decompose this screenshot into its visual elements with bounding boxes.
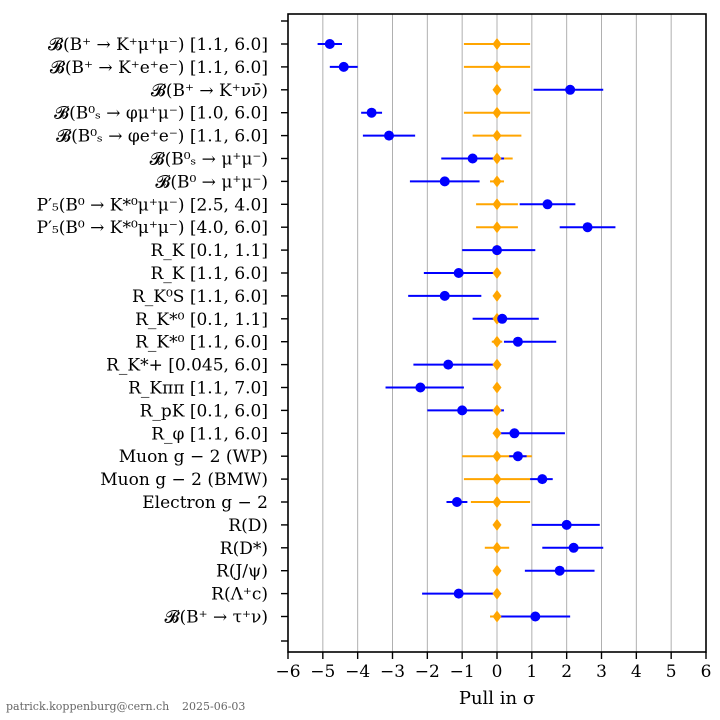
y-category-label: P′₅(B⁰ → K*⁰μ⁺μ⁻) [2.5, 4.0] [37, 195, 268, 215]
reference-point [492, 221, 502, 234]
footer-date: 2025-06-03 [182, 700, 245, 713]
x-tick-label: 4 [631, 662, 642, 682]
footer-author: patrick.koppenburg@cern.ch [6, 700, 169, 713]
axis-ticks [281, 20, 707, 659]
reference-point [492, 83, 502, 96]
x-tick-label: −4 [345, 662, 370, 682]
measurement-point [542, 199, 553, 210]
y-category-label: R(J/ψ) [216, 562, 268, 582]
y-category-label: 𝓑(B⁺ → K⁺νν̄) [151, 81, 268, 101]
measurement-point [512, 451, 523, 462]
x-tick-label: 3 [596, 662, 607, 682]
y-category-label: 𝓑(B⁰ → μ⁺μ⁻) [155, 172, 268, 192]
reference-point [492, 381, 502, 394]
y-category-label: R_K*⁰ [1.1, 6.0] [135, 333, 268, 353]
measurement-point [453, 588, 464, 599]
measurement-point [451, 497, 462, 507]
y-category-label: 𝓑(B⁺ → τ⁺ν) [165, 608, 269, 628]
error-bars [317, 43, 616, 618]
x-tick-label: −1 [450, 662, 475, 682]
reference-point [492, 106, 502, 119]
y-category-label: R_K [1.1, 6.0] [150, 264, 268, 284]
measurement-point [415, 382, 426, 393]
y-category-label: 𝓑(B⁺ → K⁺e⁺e⁻) [1.1, 6.0] [50, 58, 268, 78]
measurement-point [497, 313, 508, 324]
measurement-point [554, 565, 565, 576]
reference-point [492, 404, 502, 417]
y-category-label: R(Λ⁺c) [211, 585, 268, 605]
measurement-point [565, 84, 576, 95]
reference-point [492, 289, 502, 302]
data-points [324, 38, 593, 623]
y-category-label: R_φ [1.1, 6.0] [151, 424, 268, 444]
y-axis-labels: 𝓑(B⁺ → K⁺μ⁺μ⁻) [1.1, 6.0] 𝓑(B⁺ → K⁺e⁺e⁻) … [37, 35, 268, 628]
x-tick-label: −3 [380, 662, 405, 682]
reference-point [492, 610, 502, 623]
y-category-label: R_Kππ [1.1, 7.0] [128, 379, 268, 399]
measurement-point [561, 519, 572, 530]
y-category-label: R(D) [228, 516, 268, 536]
reference-point [492, 564, 502, 577]
measurement-point [568, 542, 579, 553]
reference-point [492, 473, 502, 486]
x-tick-label: −5 [310, 662, 335, 682]
x-tick-label: 5 [666, 662, 677, 682]
x-tick-label: 0 [492, 662, 503, 682]
measurement-point [338, 61, 349, 72]
measurement-point [366, 107, 377, 118]
measurement-point [509, 428, 520, 439]
reference-point [492, 358, 502, 371]
measurement-point [324, 39, 335, 49]
y-category-label: R_pK [0.1, 6.0] [140, 401, 268, 421]
y-category-label: R_K⁰S [1.1, 6.0] [132, 287, 268, 307]
measurement-point [530, 611, 541, 622]
y-category-label: Muon g − 2 (BMW) [100, 470, 268, 490]
y-category-label: 𝓑(B⁺ → K⁺μ⁺μ⁻) [1.1, 6.0] [48, 35, 268, 55]
reference-point [492, 60, 502, 73]
measurement-point [439, 290, 450, 301]
y-category-label: P′₅(B⁰ → K*⁰μ⁺μ⁻) [4.0, 6.0] [37, 218, 268, 238]
reference-point [492, 587, 502, 600]
y-category-label: 𝓑(B⁰ₛ → μ⁺μ⁻) [150, 150, 268, 170]
reference-point [492, 152, 502, 165]
measurement-point [512, 336, 523, 347]
x-axis-tick-labels: −6 −5 −4 −3 −2 −1 0 1 2 3 4 5 6 [275, 662, 711, 682]
measurement-point [457, 405, 468, 416]
reference-point [492, 335, 502, 348]
x-tick-label: 1 [526, 662, 537, 682]
y-category-label: 𝓑(B⁰ₛ → φe⁺e⁻) [1.1, 6.0] [56, 127, 268, 147]
x-axis-title: Pull in σ [459, 688, 535, 709]
measurement-point [453, 268, 464, 278]
measurement-point [537, 474, 548, 485]
reference-point [492, 427, 502, 440]
measurement-point [467, 153, 478, 164]
measurement-point [492, 245, 502, 256]
x-tick-label: −2 [415, 662, 440, 682]
measurement-point [582, 222, 593, 233]
y-category-label: R(D*) [220, 539, 268, 559]
measurement-point [384, 130, 395, 141]
y-category-label: Electron g − 2 [142, 493, 268, 513]
x-tick-label: 2 [561, 662, 572, 682]
reference-point [492, 267, 502, 279]
x-tick-label: 6 [701, 662, 712, 682]
y-category-label: R_K*+ [0.045, 6.0] [106, 356, 268, 376]
reference-point [492, 518, 502, 531]
y-category-label: 𝓑(B⁰ₛ → φμ⁺μ⁻) [1.0, 6.0] [54, 104, 268, 124]
reference-point [492, 38, 502, 50]
reference-point [492, 496, 502, 508]
measurement-point [439, 176, 450, 187]
reference-point [492, 198, 502, 211]
x-tick-label: −6 [275, 662, 300, 682]
reference-point [492, 541, 502, 554]
y-category-label: R_K [0.1, 1.1] [150, 241, 268, 261]
measurement-point [443, 359, 454, 370]
reference-point [492, 129, 502, 142]
reference-point [492, 450, 502, 463]
reference-point [492, 175, 502, 188]
y-category-label: Muon g − 2 (WP) [119, 447, 268, 467]
grid-lines [322, 14, 672, 652]
y-category-label: R_K*⁰ [0.1, 1.1] [135, 310, 268, 330]
